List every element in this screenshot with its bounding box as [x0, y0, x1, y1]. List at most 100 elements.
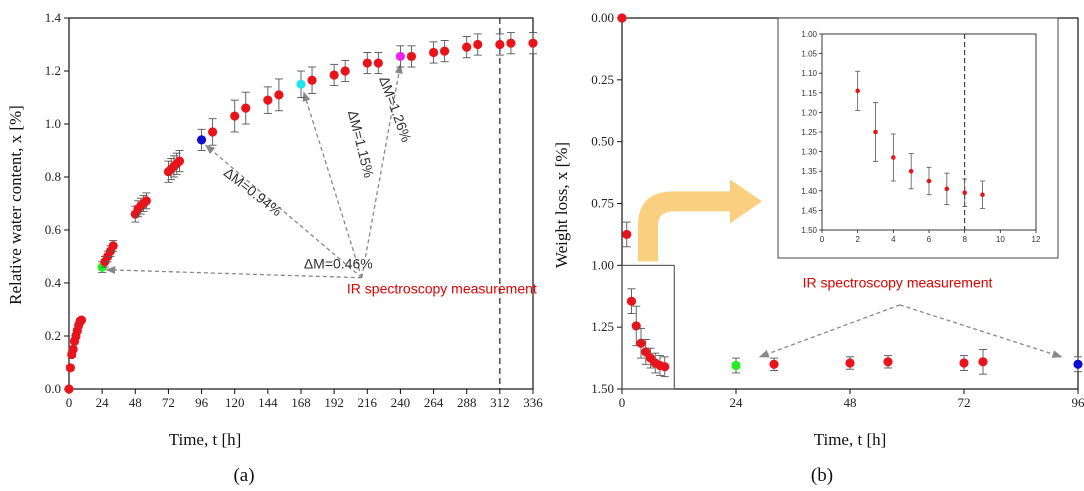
- panel-a-plot-area: 0 24 48 72 96 120 144 168 192 216 240 264 288 312 336 0…: [45, 10, 544, 410]
- panel-b-inset-y-tick-label: 1.20: [801, 108, 817, 117]
- panel-a-x-tick-label: 24: [96, 395, 110, 410]
- panel-b-y-tick-label: 0.75: [591, 196, 614, 211]
- panel-b-inset-x-tick-label: 12: [1032, 235, 1041, 244]
- panel-a-data-point: [506, 38, 516, 48]
- panel-b-ir-label: IR spectroscopy measurement: [803, 275, 993, 291]
- panel-a-data-point: [406, 51, 417, 62]
- panel-b-inset-y-tick-label: 1.45: [801, 206, 817, 215]
- panel-b-zoom-box: [621, 264, 675, 390]
- panel-a-x-tick-label: 312: [490, 395, 510, 410]
- panel-b-inset-y-tick-label: 1.15: [801, 89, 817, 98]
- panel-a-y-tick-label: 1.4: [45, 10, 62, 25]
- panel-b-inset-x-tick-label: 6: [927, 235, 932, 244]
- panel-a-data-point: [462, 42, 472, 52]
- panel-b-data-point: [617, 13, 627, 23]
- panel-b-x-tick-label: 0: [619, 395, 626, 410]
- panel-b-inset-data-point: [855, 88, 860, 94]
- panel-a-label: (a): [233, 465, 254, 486]
- panel-a-data-point: [108, 241, 118, 251]
- panel-b-y-tick-label: 0.25: [591, 72, 614, 87]
- panel-a-data-point: [373, 58, 383, 68]
- panel-a-data-point: [296, 79, 306, 89]
- panel-a-y-axis-label: Relative water content, x [%]: [6, 105, 25, 305]
- panel-b-inset-y-tick-label: 1.35: [801, 167, 817, 176]
- panel-b-data-point: [769, 359, 779, 369]
- panel-a-data-point: [274, 90, 284, 100]
- panel-b-inset-x-tick-label: 2: [855, 235, 860, 244]
- panel-a-x-axis-label: Time, t [h]: [169, 430, 242, 449]
- panel-b-data-point: [845, 358, 855, 368]
- panel-a-chart: 0 24 48 72 96 120 144 168 192 216 240 264 288 312 336 0…: [6, 10, 543, 486]
- panel-b-y-tick-label: 1.00: [591, 257, 614, 272]
- panel-a-x-tick-label: 48: [129, 395, 142, 410]
- panel-b-chart: 0 24 48 72 960.000.250.500.751.001.251.50IR …: [552, 10, 1084, 486]
- panel-b-x-tick-label: 48: [844, 395, 857, 410]
- panel-a-x-tick-label: 120: [225, 395, 245, 410]
- panel-a-data-point: [263, 95, 273, 105]
- panel-b-inset-x-tick-label: 0: [820, 235, 825, 244]
- panel-b-inset-y-tick-label: 1.10: [801, 69, 817, 78]
- panel-a-data-point: [307, 75, 317, 85]
- panel-a-x-tick-label: 216: [358, 395, 378, 410]
- panel-b-inset-data-point: [891, 155, 896, 160]
- panel-b-data-point: [978, 357, 988, 367]
- panel-a-data-point: [230, 111, 240, 121]
- panel-b-inset-chart: 0 2 4 6 8 10 12 1.00 1.05 1.10 1.15 1.20 1.25 1.30 1.3…: [777, 17, 1059, 259]
- panel-b-inset-data-point: [873, 129, 878, 135]
- panel-b-zoom-callout-arrow: [638, 179, 762, 262]
- panel-a-y-tick-label: 0.8: [45, 169, 61, 184]
- panel-a-delta-m-annotation: ΔM=0.94%: [221, 164, 285, 219]
- panel-a-delta-m-annotation: ΔM=0.46%: [304, 255, 373, 271]
- panel-b-data-point: [660, 362, 670, 372]
- panel-a-data-point: [473, 39, 483, 50]
- panel-b-data-point: [626, 296, 637, 306]
- panel-a-data-point: [340, 66, 350, 76]
- panel-a-annotation-arrow: [302, 91, 363, 278]
- panel-a-ir-label: IR spectroscopy measurement: [347, 281, 537, 297]
- panel-a-x-tick-label: 168: [291, 395, 311, 410]
- panel-b-y-tick-label: 0.50: [591, 134, 614, 149]
- panel-b-inset-y-tick-label: 1.50: [801, 226, 817, 235]
- panel-a-data-point: [329, 70, 339, 80]
- panel-a-annotation-arrow: [204, 144, 363, 279]
- panel-b-data-point: [731, 360, 741, 371]
- panel-a-data-point: [362, 58, 372, 68]
- panel-a-annotation-arrow: [361, 63, 403, 278]
- panel-a-data-point: [76, 315, 87, 325]
- panel-a-data-point: [68, 344, 78, 354]
- panel-b-data-point: [631, 321, 641, 331]
- panel-a-data-point: [196, 135, 207, 145]
- panel-a-delta-m-annotation: ΔM=1.15%: [345, 109, 377, 180]
- panel-a-annotation-arrow: [105, 266, 362, 279]
- panel-a-x-tick-label: 288: [457, 395, 477, 410]
- panel-b-inset-data-point: [980, 192, 985, 198]
- panel-b-inset-x-tick-label: 4: [891, 235, 896, 244]
- panel-a-x-tick-label: 96: [195, 395, 209, 410]
- panel-b-inset-background: [777, 17, 1059, 259]
- panel-b-data-point: [622, 229, 632, 240]
- panel-b-inset-y-tick-label: 1.25: [801, 128, 817, 137]
- panel-b-inset-x-tick-label: 10: [996, 235, 1005, 244]
- panel-b-inset-y-tick-label: 1.30: [801, 148, 817, 157]
- panel-a-data-point: [141, 196, 151, 206]
- panel-a-y-tick-label: 0.4: [45, 275, 62, 290]
- panel-a-data-point: [440, 46, 450, 56]
- panel-a-x-tick-label: 192: [324, 395, 344, 410]
- panel-a-x-tick-label: 240: [391, 395, 411, 410]
- panel-b-data-point: [883, 357, 893, 367]
- panel-b-y-tick-label: 1.50: [591, 381, 614, 396]
- panel-b-x-axis-label: Time, t [h]: [814, 430, 887, 449]
- panel-a-x-tick-label: 264: [424, 395, 444, 410]
- panel-b-x-tick-label: 96: [1072, 395, 1084, 410]
- panel-a-data-point: [208, 127, 218, 137]
- panel-a-data-point: [528, 38, 538, 48]
- panel-b-annotation-arrow: [899, 304, 1063, 358]
- panel-b-x-tick-label: 72: [958, 395, 971, 410]
- panel-b-inset-x-tick-label: 8: [962, 235, 967, 244]
- panel-b-inset-y-tick-label: 1.00: [801, 30, 817, 39]
- panel-b-plot-area: 0 24 48 72 960.000.250.500.751.001.251.50IR …: [591, 10, 1084, 410]
- panel-b-data-point: [636, 338, 646, 348]
- panel-b-inset-data-point: [944, 186, 950, 192]
- panel-b-inset-y-tick-label: 1.40: [801, 187, 817, 196]
- panel-b-y-axis-label: Weight loss, x [%]: [552, 142, 571, 268]
